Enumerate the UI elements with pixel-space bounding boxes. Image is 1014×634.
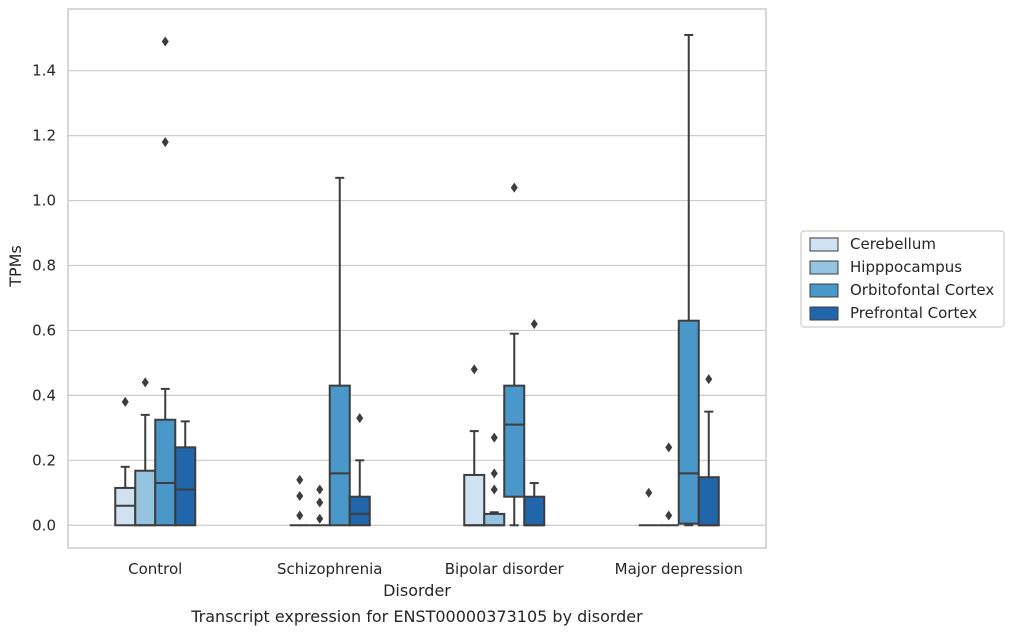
box-iqr — [154, 418, 177, 527]
legend-label: Orbitofontal Cortex — [850, 281, 994, 299]
box-cerebellum — [463, 364, 486, 527]
x-axis-ticks: Control Schizophrenia Bipolar disorder Majo… — [128, 560, 743, 578]
box-prefrontal-cortex — [174, 420, 197, 527]
box-cerebellum — [289, 474, 310, 527]
y-axis-ticks: 0.0 0.2 0.4 0.6 0.8 1.0 1.2 1.4 — [32, 62, 56, 535]
outlier-point — [316, 513, 324, 524]
outlier-point — [705, 374, 713, 385]
y-tick-label: 0.2 — [32, 451, 56, 469]
box-iqr — [523, 495, 546, 527]
legend-swatch — [809, 283, 839, 298]
outlier-point — [121, 396, 129, 407]
y-tick-label: 1.0 — [32, 192, 56, 210]
x-axis-label: Disorder — [383, 581, 451, 600]
outlier-point — [141, 377, 149, 388]
box-orbitofontal-cortex — [154, 36, 177, 527]
y-tick-label: 1.4 — [32, 62, 56, 80]
outlier-point — [490, 432, 498, 443]
box-iqr — [483, 512, 506, 527]
y-tick-label: 1.2 — [32, 127, 56, 145]
outlier-point — [470, 364, 478, 375]
legend-swatch — [809, 260, 839, 275]
x-tick-label: Bipolar disorder — [445, 560, 565, 578]
outlier-point — [296, 510, 304, 521]
plot-frame — [67, 8, 767, 549]
y-tick-label: 0.6 — [32, 321, 56, 339]
outlier-point — [356, 413, 364, 424]
outlier-point — [161, 137, 169, 148]
x-tick-label: Schizophrenia — [277, 560, 382, 578]
box-prefrontal-cortex — [697, 374, 720, 527]
outlier-point — [665, 510, 673, 521]
y-tick-label: 0.8 — [32, 257, 56, 275]
box-iqr — [503, 384, 526, 498]
outlier-point — [530, 318, 538, 329]
box-iqr — [134, 469, 157, 527]
box-hipppocampus — [483, 432, 506, 527]
box-hipppocampus — [658, 442, 679, 527]
legend-label: Hipppocampus — [850, 258, 962, 276]
box-orbitofontal-cortex — [328, 176, 351, 527]
box-orbitofontal-cortex — [503, 182, 526, 527]
box-cerebellum — [114, 396, 137, 527]
box-cerebellum — [638, 487, 659, 527]
outlier-point — [316, 484, 324, 495]
box-prefrontal-cortex — [523, 318, 546, 527]
box-hipppocampus — [134, 377, 157, 527]
legend: Cerebellum Hipppocampus Orbitofontal Corte… — [800, 230, 1005, 328]
y-tick-label: 0.4 — [32, 386, 56, 404]
box-prefrontal-cortex — [348, 413, 371, 527]
outlier-point — [161, 36, 169, 47]
outlier-point — [665, 442, 673, 453]
x-tick-label: Major depression — [615, 560, 743, 578]
outlier-point — [296, 491, 304, 502]
box-iqr — [174, 446, 197, 527]
box-hipppocampus — [309, 484, 330, 527]
x-tick-label: Control — [128, 560, 182, 578]
legend-frame — [800, 230, 1005, 328]
box-iqr — [677, 319, 700, 525]
outlier-point — [316, 497, 324, 508]
outlier-point — [296, 474, 304, 485]
outlier-point — [490, 468, 498, 479]
legend-swatch — [809, 237, 839, 252]
box-iqr — [697, 476, 720, 527]
box-iqr — [463, 473, 486, 527]
outlier-point — [510, 182, 518, 193]
box-iqr — [348, 495, 371, 527]
outlier-point — [645, 487, 653, 498]
chart-caption: Transcript expression for ENST0000037310… — [190, 607, 643, 626]
legend-label: Prefrontal Cortex — [850, 304, 977, 322]
legend-label: Cerebellum — [850, 235, 936, 253]
box-orbitofontal-cortex — [677, 33, 700, 527]
legend-swatch — [809, 306, 839, 321]
y-tick-label: 0.0 — [32, 516, 56, 534]
box-plot-area — [114, 33, 720, 527]
box-iqr — [328, 384, 351, 527]
y-axis-label: TPMs — [6, 245, 25, 288]
outlier-point — [490, 484, 498, 495]
